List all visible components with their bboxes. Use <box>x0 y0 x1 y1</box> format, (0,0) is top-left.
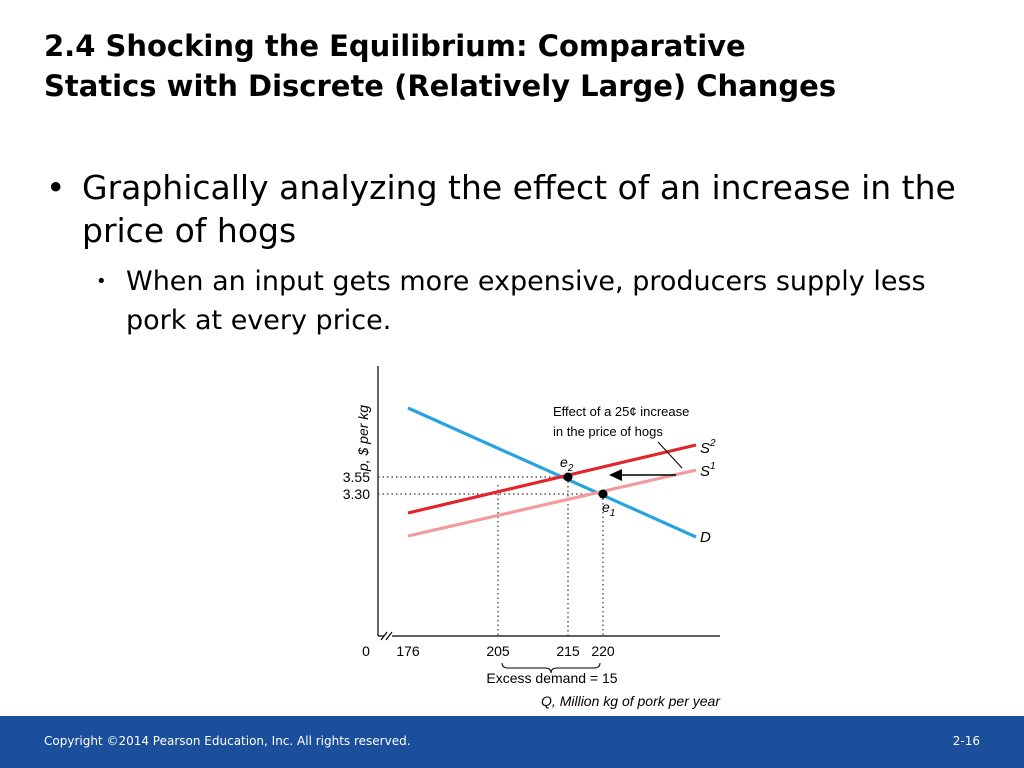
slide-title-line1: 2.4 Shocking the Equilibrium: Comparativ… <box>44 29 746 63</box>
s1-label: S1 <box>700 461 716 480</box>
equilibrium-points: e1 e2 <box>560 454 615 519</box>
shift-arrow-icon <box>609 469 676 481</box>
series-line-s2 <box>407 443 697 515</box>
x-axis-label: Q, Million kg of pork per year <box>541 693 721 709</box>
page-number: 2-16 <box>952 734 980 748</box>
equilibrium-point-e1 <box>598 489 608 499</box>
bullet-level2-text: When an input gets more expensive, produ… <box>126 266 926 336</box>
s2-label: S2 <box>700 438 716 457</box>
bullet-level1-text: Graphically analyzing the effect of an i… <box>82 168 956 250</box>
x-tick-label: 176 <box>396 643 420 659</box>
x-tick-label: 215 <box>556 643 580 659</box>
bullet-dot-icon: • <box>46 168 66 207</box>
excess-demand-label: Excess demand = 15 <box>486 670 617 686</box>
slide-title-line2: Statics with Discrete (Relatively Large)… <box>44 69 837 103</box>
annotation-line2: in the price of hogs <box>553 424 663 439</box>
equilibrium-label-e1: e1 <box>602 499 615 519</box>
x-tick-label: 0 <box>362 643 370 659</box>
bullet-level1: • Graphically analyzing the effect of an… <box>46 166 976 252</box>
bullet-level2: • When an input gets more expensive, pro… <box>96 262 956 340</box>
equilibrium-point-e2 <box>563 472 573 482</box>
excess-demand-bracket <box>501 662 601 674</box>
series-line-d <box>407 406 697 539</box>
y-tick-label: 3.55 <box>343 469 370 485</box>
series-line-s1 <box>407 468 697 538</box>
y-axis-label: p, $ per kg <box>355 405 371 472</box>
annotation-pointer <box>657 441 683 469</box>
bullet-dot-icon: • <box>96 271 107 292</box>
supply-demand-chart: p, $ per kg e1 e2 0 176 205 215 220 3.553.30 S… <box>343 366 721 709</box>
bracket-path <box>501 662 601 674</box>
x-tick-label: 205 <box>486 643 510 659</box>
footer-bar: Copyright ©2014 Pearson Education, Inc. … <box>0 716 1024 768</box>
copyright-text: Copyright ©2014 Pearson Education, Inc. … <box>44 734 411 748</box>
annotation-line1: Effect of a 25¢ increase <box>553 404 689 419</box>
reference-lines <box>378 476 604 636</box>
equilibrium-label-e2: e2 <box>560 454 574 474</box>
x-tick-label: 220 <box>591 643 615 659</box>
slide-title: 2.4 Shocking the Equilibrium: Comparativ… <box>44 26 1004 106</box>
axis-break-icon <box>380 631 393 641</box>
y-tick-label: 3.30 <box>343 486 370 502</box>
series-lines <box>407 406 697 539</box>
tick-labels: 0 176 205 215 220 3.553.30 <box>343 469 615 659</box>
d-label: D <box>700 529 711 546</box>
